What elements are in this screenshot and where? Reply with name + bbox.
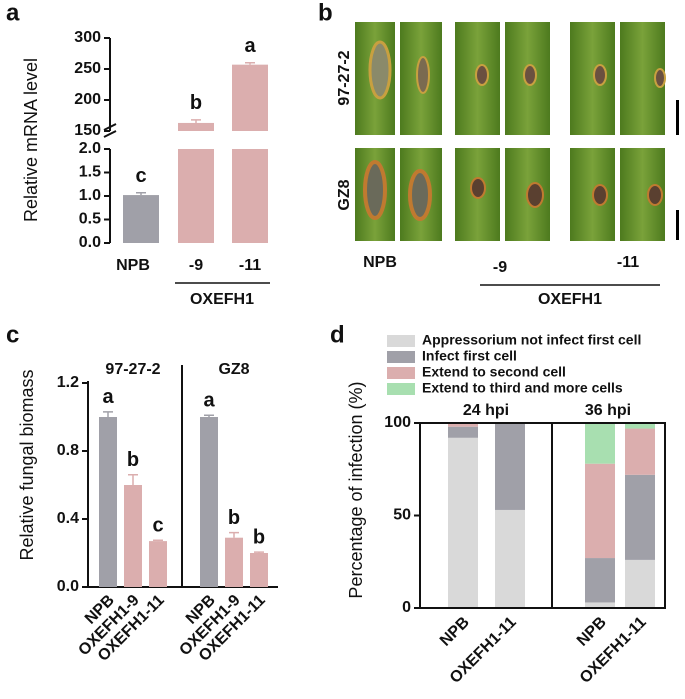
x-tick-label: -11: [239, 257, 261, 274]
y-tick-label: 1.0: [79, 187, 101, 204]
legend-label: Extend to third and more cells: [422, 380, 623, 396]
x-tick-label: NPB: [116, 257, 150, 274]
bar-segment: [448, 426, 478, 438]
legend-label: Appressorium not infect first cell: [422, 332, 641, 348]
y-tick-label: 0.5: [79, 211, 101, 228]
bar-segment: [625, 428, 655, 475]
y-tick-label: 200: [74, 91, 101, 108]
y-axis-label: Percentage of infection (%): [346, 381, 366, 598]
photo-panel: b 97-27-2 GZ8 NPB -9 -11 OXEFH1: [318, 0, 679, 308]
significance-letter: b: [253, 526, 265, 548]
group-title: 24 hpi: [463, 402, 509, 419]
axis-break-mark: [103, 123, 117, 138]
bar: [123, 195, 159, 243]
error-bar: [204, 414, 214, 417]
bar-segment: [448, 423, 478, 427]
bar-segment: [448, 437, 478, 608]
bar: [225, 537, 243, 587]
column-label: NPB: [363, 254, 397, 271]
bar-segment: [625, 474, 655, 560]
panel-label: c: [6, 321, 19, 348]
y-axis-label: Relative fungal biomass: [17, 369, 37, 560]
row-label: GZ8: [336, 179, 353, 210]
error-bar: [254, 551, 264, 553]
column-label: -9: [493, 259, 507, 276]
group-label: OXEFH1: [538, 291, 602, 308]
error-bar: [153, 539, 163, 542]
bar-segment: [625, 423, 655, 429]
bar: [250, 553, 268, 587]
y-tick-label: 0.8: [57, 442, 79, 459]
axis-break: [112, 131, 272, 149]
panel-label: a: [6, 0, 20, 26]
y-tick-label: 250: [74, 60, 101, 77]
x-tick-label: NPB: [437, 614, 473, 650]
error-bar: [245, 62, 255, 65]
group-title: GZ8: [218, 361, 249, 378]
bar-segment: [585, 423, 615, 464]
bar-segment: [585, 558, 615, 603]
significance-letter: b: [228, 507, 240, 529]
y-tick-label: 0.0: [79, 234, 101, 251]
legend-label: Extend to second cell: [422, 364, 566, 380]
bar-segment: [495, 509, 525, 608]
y-tick-label: 0: [402, 599, 411, 616]
group-label: OXEFH1: [190, 291, 254, 308]
bar: [232, 64, 268, 243]
significance-letter: a: [102, 386, 114, 408]
x-tick-label: NPB: [574, 614, 610, 650]
column-label: -11: [617, 254, 639, 271]
y-tick-label: 0.4: [57, 510, 79, 527]
group-title: 36 hpi: [585, 402, 631, 419]
x-tick-label: -9: [189, 257, 203, 274]
y-tick-label: 300: [74, 29, 101, 46]
legend-label: Infect first cell: [422, 348, 517, 364]
significance-letter: b: [127, 449, 139, 471]
panel-label: b: [318, 0, 333, 26]
bar: [200, 417, 218, 587]
bar: [99, 417, 117, 587]
y-tick-label: 150: [74, 122, 101, 139]
bar: [124, 485, 142, 587]
error-bar: [136, 191, 146, 196]
y-tick-label: 100: [384, 414, 411, 431]
bar-segment: [585, 602, 615, 608]
error-bar: [128, 474, 138, 485]
significance-letter: c: [152, 515, 163, 537]
legend-swatch: [387, 335, 415, 347]
significance-letter: c: [135, 165, 146, 187]
legend-swatch: [387, 367, 415, 379]
bar: [149, 541, 167, 587]
bar-segment: [585, 463, 615, 559]
error-bar: [103, 411, 113, 417]
error-bar: [191, 119, 201, 123]
y-tick-label: 1.2: [57, 374, 79, 391]
legend-swatch: [387, 351, 415, 363]
error-bar: [229, 531, 239, 538]
significance-letter: b: [190, 92, 202, 114]
y-tick-label: 50: [393, 507, 411, 524]
significance-letter: a: [244, 35, 256, 57]
panel-label: d: [330, 321, 345, 348]
y-axis-label: Relative mRNA level: [21, 58, 41, 222]
group-title: 97-27-2: [105, 361, 160, 378]
y-tick-label: 0.0: [57, 578, 79, 595]
y-tick-label: 1.5: [79, 164, 101, 181]
legend-swatch: [387, 383, 415, 395]
y-tick-label: 2.0: [79, 140, 101, 157]
bar-segment: [495, 423, 525, 510]
leaf-photos: [355, 22, 679, 286]
significance-letter: a: [203, 390, 215, 412]
row-label: 97-27-2: [336, 50, 353, 105]
bar-segment: [625, 559, 655, 608]
